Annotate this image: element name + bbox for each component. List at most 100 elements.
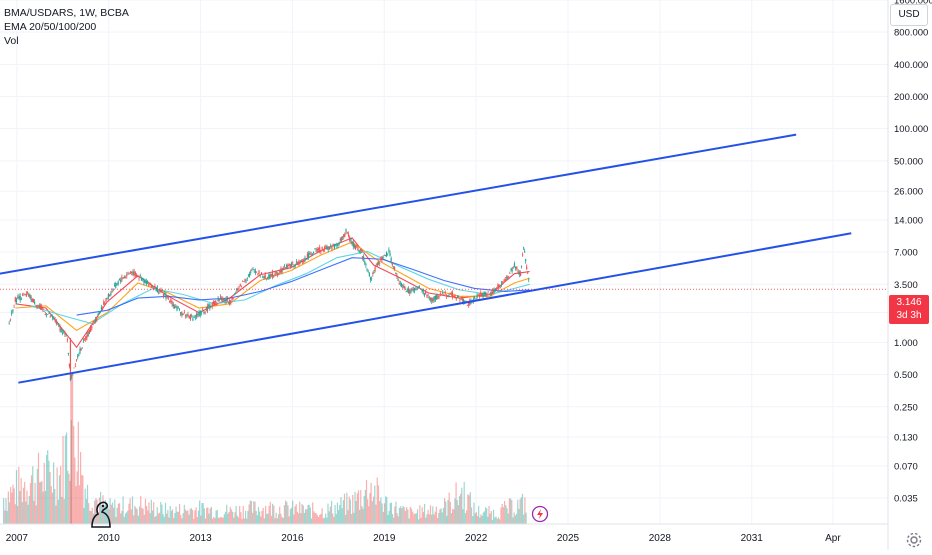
candle-body xyxy=(20,298,23,300)
volume-bar xyxy=(184,509,187,524)
volume-bar xyxy=(499,519,501,524)
candle-body xyxy=(264,274,266,279)
volume-bar xyxy=(473,502,475,524)
volume-bar xyxy=(523,514,525,524)
volume-bar xyxy=(300,513,302,524)
lightning-icon[interactable] xyxy=(531,505,549,528)
volume-bar xyxy=(74,457,76,524)
volume-bar xyxy=(232,511,234,524)
candle-body xyxy=(186,314,188,317)
candle-body xyxy=(180,312,182,315)
volume-bar xyxy=(68,473,70,524)
y-tick-label: 100.000 xyxy=(894,124,928,135)
candle-body xyxy=(467,302,470,306)
candle-body xyxy=(68,363,71,367)
volume-bar xyxy=(171,509,174,524)
volume-bar xyxy=(458,496,461,524)
candle-body xyxy=(8,323,10,324)
volume-bar xyxy=(299,501,301,524)
volume-bar xyxy=(240,512,242,524)
candle-body xyxy=(100,307,103,310)
volume-bar xyxy=(39,482,41,524)
volume-bar xyxy=(70,374,72,524)
candle-body xyxy=(73,367,75,369)
candle-body xyxy=(417,286,419,289)
candle-body xyxy=(447,296,449,297)
candle-body xyxy=(444,291,446,293)
volume-bar xyxy=(146,505,148,524)
candle-body xyxy=(263,275,265,278)
volume-bar xyxy=(85,499,87,524)
volume-bar xyxy=(449,502,451,524)
volume-bar xyxy=(22,487,25,524)
candle-body xyxy=(499,286,501,288)
candle-body xyxy=(339,239,341,241)
candle-body xyxy=(459,299,461,301)
candle-body xyxy=(338,242,340,245)
x-tick-label: 2013 xyxy=(189,533,212,544)
candle-body xyxy=(422,289,424,294)
volume-bar xyxy=(434,511,436,524)
candle-body xyxy=(132,272,134,275)
candle-body xyxy=(87,331,89,337)
candle-body xyxy=(56,321,59,323)
candle-body xyxy=(438,296,440,297)
candle-body xyxy=(405,291,407,292)
candle-body xyxy=(265,278,267,280)
candle-body xyxy=(436,294,438,300)
currency-button[interactable]: USD xyxy=(890,4,928,26)
candle-body xyxy=(176,306,178,311)
volume-bar xyxy=(163,516,165,524)
candle-body xyxy=(328,248,331,249)
gear-icon[interactable] xyxy=(905,531,923,554)
volume-bar xyxy=(230,509,233,524)
volume-bar xyxy=(209,508,211,524)
volume-bar xyxy=(327,503,329,524)
ema-indicator-label[interactable]: EMA 20/50/100/200 xyxy=(4,21,97,33)
candle-body xyxy=(526,266,528,270)
candle-body xyxy=(146,281,149,283)
candle-body xyxy=(17,297,19,299)
candle-body xyxy=(478,294,481,297)
candle-body xyxy=(262,277,264,279)
symbol-title[interactable]: BMA/USDARS, 1W, BCBA xyxy=(4,7,129,19)
candle-body xyxy=(330,245,332,247)
candle-body xyxy=(456,295,459,297)
candle-body xyxy=(429,297,432,301)
candle-body xyxy=(301,261,304,263)
candle-body xyxy=(250,271,252,273)
candle-body xyxy=(169,300,171,303)
volume-bar xyxy=(114,499,116,524)
volume-bar xyxy=(215,510,217,524)
volume-bar xyxy=(268,505,270,524)
candle-body xyxy=(61,332,64,334)
volume-bar xyxy=(81,474,83,524)
candle-body xyxy=(354,245,357,250)
volume-bar xyxy=(507,513,509,524)
candle-body xyxy=(403,286,405,289)
candle-body xyxy=(55,320,57,324)
candle-body xyxy=(308,252,310,259)
volume-bar xyxy=(175,506,177,524)
volume-bar xyxy=(103,505,105,524)
volume-bar xyxy=(117,503,119,524)
volume-bar xyxy=(144,498,147,524)
candle-body xyxy=(389,253,391,257)
candle-body xyxy=(269,274,271,279)
tradingview-logo-icon[interactable] xyxy=(90,500,112,533)
candle-body xyxy=(118,278,121,281)
volume-indicator-label[interactable]: Vol xyxy=(4,35,19,47)
x-tick-label: 2022 xyxy=(465,533,488,544)
candle-body xyxy=(279,270,281,273)
candle-body xyxy=(474,297,476,298)
volume-bar xyxy=(504,500,506,524)
candle-body xyxy=(515,266,517,269)
candle-body xyxy=(92,323,94,325)
candle-body xyxy=(131,271,133,273)
volume-bar xyxy=(356,493,358,524)
volume-bar xyxy=(312,502,314,524)
y-tick-label: 7.000 xyxy=(894,248,918,259)
candle-body xyxy=(411,288,413,291)
